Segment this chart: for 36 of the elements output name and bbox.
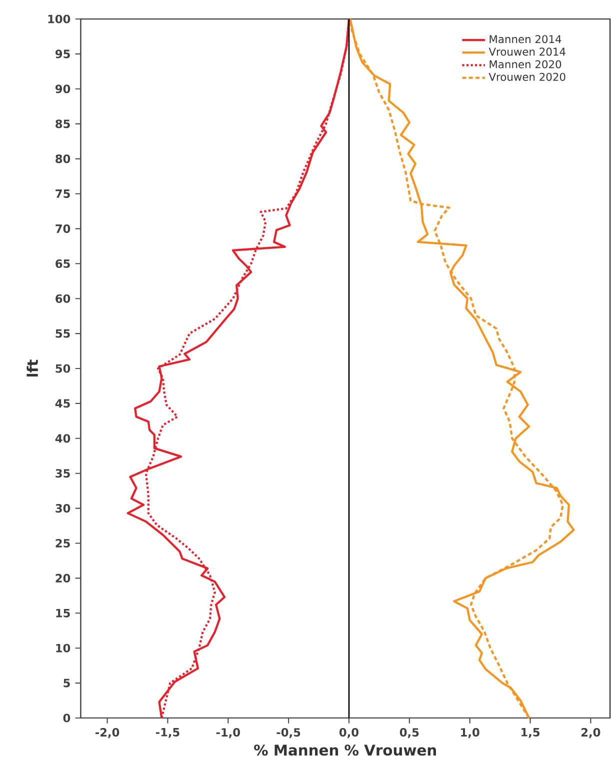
- x-tick-label: 1,0: [461, 728, 480, 738]
- x-tick-label: -1,0: [216, 728, 240, 738]
- x-tick-label: -1,5: [156, 728, 180, 738]
- y-tick-label: 70: [56, 224, 70, 233]
- x-tick-label: 0,0: [339, 728, 358, 738]
- y-tick-label: 65: [56, 259, 70, 268]
- x-tick-label: 1,5: [521, 728, 540, 738]
- y-tick-label: 0: [63, 714, 70, 722]
- y-tick-label: 80: [56, 154, 70, 164]
- y-tick-label: 25: [56, 538, 70, 548]
- x-tick-label: 0,5: [400, 728, 419, 738]
- y-tick-label: 15: [56, 608, 70, 618]
- legend-label: Mannen 2014: [490, 35, 562, 44]
- y-tick-label: 10: [56, 644, 70, 652]
- y-tick-label: 100: [48, 14, 70, 24]
- legend-label: Vrouwen 2020: [488, 72, 566, 81]
- y-axis-title: lft: [26, 360, 38, 376]
- x-axis-title: % Mannen % Vrouwen: [254, 744, 436, 756]
- y-tick-label: 5: [64, 678, 70, 688]
- y-tick-label: 50: [56, 364, 70, 373]
- y-tick-label: 30: [56, 504, 70, 513]
- y-tick-label: 20: [56, 574, 70, 582]
- y-tick-label: 60: [56, 294, 70, 303]
- x-tick-label: -2,0: [96, 728, 120, 738]
- y-tick-label: 55: [56, 329, 70, 338]
- legend-label: Mannen 2020: [490, 60, 562, 68]
- x-tick-label: 2,0: [582, 728, 600, 738]
- y-tick-label: 35: [56, 469, 70, 478]
- legend-label: Vrouwen 2014: [488, 48, 566, 56]
- y-tick-label: 85: [56, 120, 70, 128]
- y-tick-label: 90: [55, 84, 70, 94]
- y-tick-label: 40: [55, 434, 70, 443]
- x-tick-label: -0,5: [276, 728, 300, 738]
- y-tick-label: 95: [55, 50, 70, 58]
- y-tick-label: 75: [56, 190, 70, 198]
- y-tick-label: 45: [55, 399, 70, 408]
